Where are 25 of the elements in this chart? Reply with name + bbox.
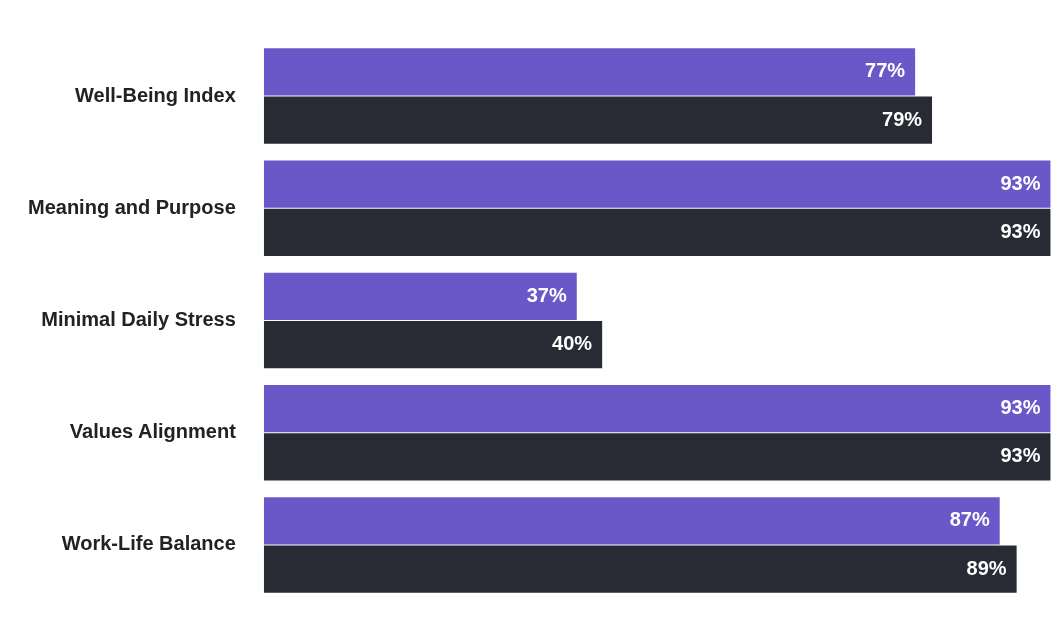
data-label: 89% [966,556,1007,579]
y-tick-label: Minimal Daily Stress [41,308,236,331]
data-label: 79% [882,107,923,130]
bar [263,160,1051,208]
data-label: 40% [552,332,593,355]
data-label: 77% [865,59,906,82]
y-tick-label: Values Alignment [69,420,237,443]
y-tick-label: Well-Being Index [75,83,236,106]
bar [263,208,1051,257]
y-tick-label: Meaning and Purpose [27,195,236,218]
bar [263,384,1051,433]
bar [263,96,933,144]
bar [263,433,1051,481]
data-label: 93% [1000,219,1041,242]
bar [263,545,1017,593]
data-label: 93% [1000,171,1041,194]
bar [263,48,916,96]
data-label: 37% [526,283,567,306]
y-tick-label: Work-Life Balance [61,532,236,555]
data-label: 93% [1000,396,1041,419]
data-label: 93% [1000,444,1041,467]
data-label: 87% [949,508,990,531]
bar [263,497,1000,545]
bar [263,320,603,369]
bar [263,272,577,321]
